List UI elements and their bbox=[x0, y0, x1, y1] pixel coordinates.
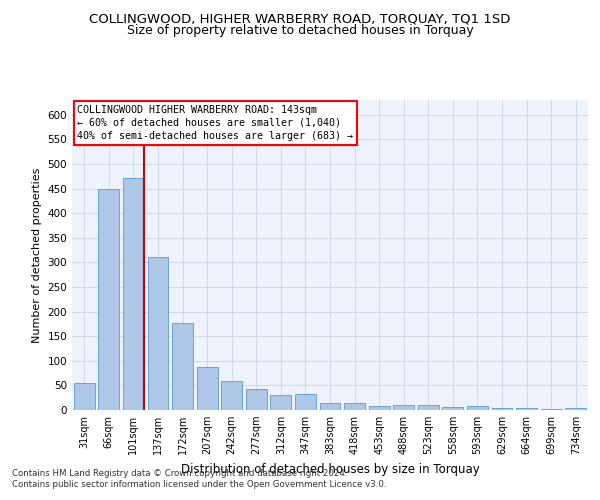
Bar bbox=[516, 408, 537, 410]
Bar bbox=[491, 408, 512, 410]
Bar bbox=[541, 408, 562, 410]
Bar bbox=[271, 395, 292, 410]
Text: Contains public sector information licensed under the Open Government Licence v3: Contains public sector information licen… bbox=[12, 480, 386, 489]
Bar bbox=[368, 406, 389, 410]
Bar bbox=[295, 394, 316, 410]
Bar bbox=[74, 383, 95, 410]
Bar bbox=[344, 402, 365, 410]
Bar bbox=[221, 382, 242, 410]
Bar bbox=[197, 366, 218, 410]
Bar bbox=[393, 405, 414, 410]
X-axis label: Distribution of detached houses by size in Torquay: Distribution of detached houses by size … bbox=[181, 462, 479, 475]
Bar bbox=[467, 406, 488, 410]
Text: COLLINGWOOD HIGHER WARBERRY ROAD: 143sqm
← 60% of detached houses are smaller (1: COLLINGWOOD HIGHER WARBERRY ROAD: 143sqm… bbox=[77, 104, 353, 141]
Bar bbox=[123, 178, 144, 410]
Bar bbox=[442, 407, 463, 410]
Bar bbox=[172, 324, 193, 410]
Bar bbox=[148, 258, 169, 410]
Bar bbox=[320, 402, 340, 410]
Text: COLLINGWOOD, HIGHER WARBERRY ROAD, TORQUAY, TQ1 1SD: COLLINGWOOD, HIGHER WARBERRY ROAD, TORQU… bbox=[89, 12, 511, 26]
Y-axis label: Number of detached properties: Number of detached properties bbox=[32, 168, 42, 342]
Bar bbox=[246, 389, 267, 410]
Text: Size of property relative to detached houses in Torquay: Size of property relative to detached ho… bbox=[127, 24, 473, 37]
Bar bbox=[418, 405, 439, 410]
Bar bbox=[565, 408, 586, 410]
Bar bbox=[98, 188, 119, 410]
Text: Contains HM Land Registry data © Crown copyright and database right 2024.: Contains HM Land Registry data © Crown c… bbox=[12, 468, 347, 477]
